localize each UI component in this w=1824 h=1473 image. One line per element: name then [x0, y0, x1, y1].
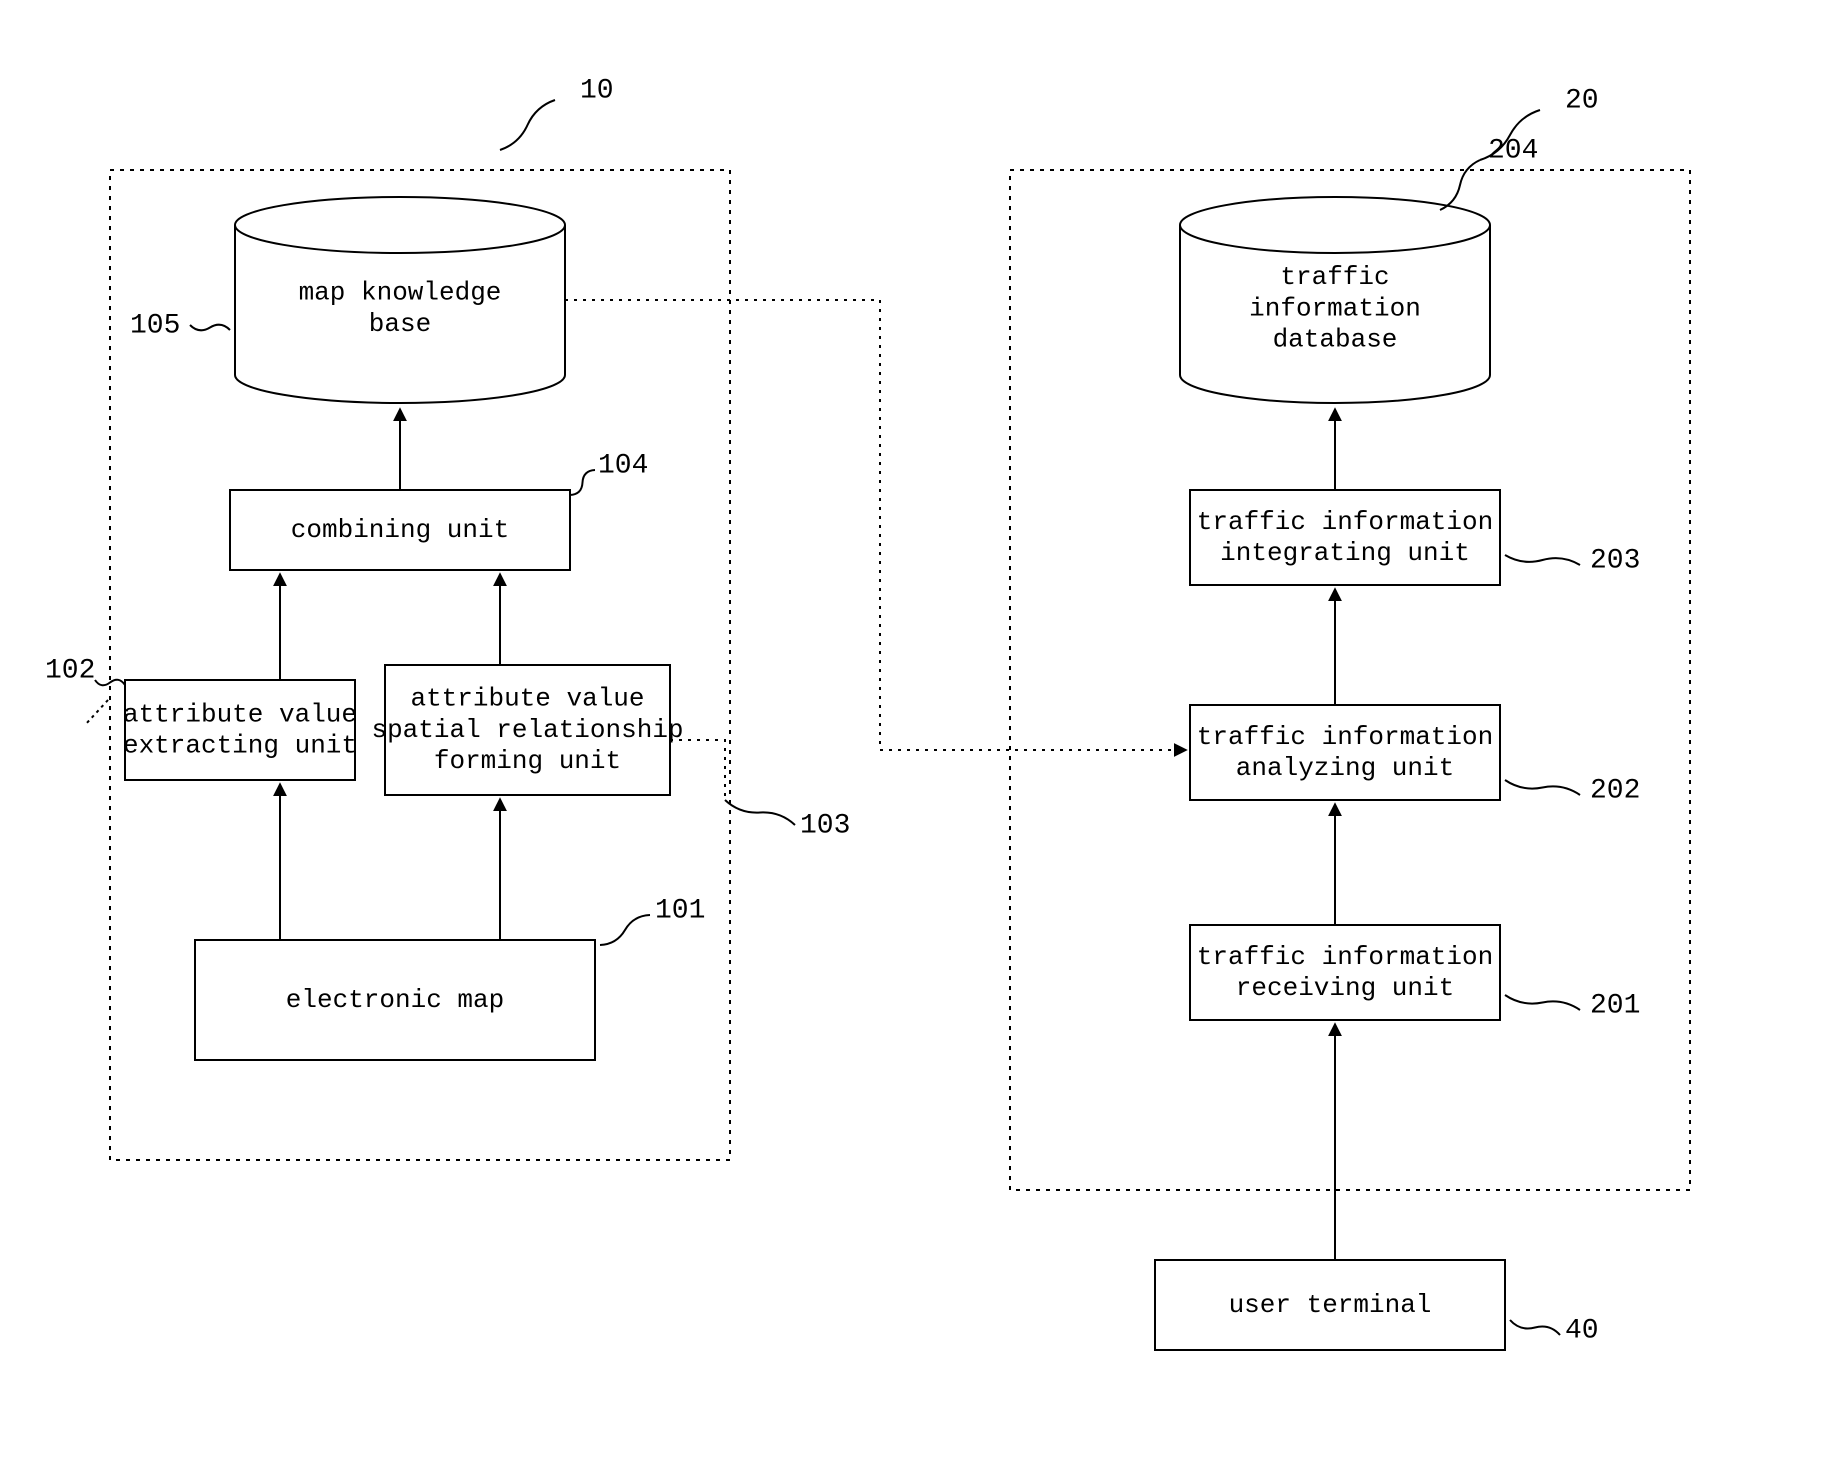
svg-text:203: 203 — [1590, 545, 1640, 576]
svg-text:traffic information: traffic information — [1197, 942, 1493, 972]
svg-text:105: 105 — [130, 310, 180, 341]
svg-text:database: database — [1273, 324, 1398, 354]
svg-text:base: base — [369, 309, 431, 339]
svg-text:extracting unit: extracting unit — [123, 730, 357, 760]
svg-text:receiving unit: receiving unit — [1236, 973, 1454, 1003]
svg-text:integrating unit: integrating unit — [1220, 538, 1470, 568]
svg-text:104: 104 — [598, 450, 648, 481]
svg-text:103: 103 — [800, 810, 850, 841]
svg-text:201: 201 — [1590, 990, 1640, 1021]
svg-text:electronic map: electronic map — [286, 985, 504, 1015]
svg-text:attribute value: attribute value — [410, 684, 644, 714]
svg-text:forming unit: forming unit — [434, 746, 621, 776]
svg-text:101: 101 — [655, 895, 705, 926]
svg-text:10: 10 — [580, 75, 614, 106]
svg-text:information: information — [1249, 293, 1421, 323]
svg-text:traffic information: traffic information — [1197, 507, 1493, 537]
svg-text:spatial relationship: spatial relationship — [371, 715, 683, 745]
svg-text:traffic information: traffic information — [1197, 722, 1493, 752]
svg-text:40: 40 — [1565, 1315, 1599, 1346]
svg-text:20: 20 — [1565, 85, 1599, 116]
svg-text:user terminal: user terminal — [1229, 1290, 1432, 1320]
svg-text:202: 202 — [1590, 775, 1640, 806]
svg-text:map knowledge: map knowledge — [299, 278, 502, 308]
svg-text:102: 102 — [45, 655, 95, 686]
svg-text:combining unit: combining unit — [291, 515, 509, 545]
svg-text:traffic: traffic — [1280, 262, 1389, 292]
svg-text:204: 204 — [1488, 135, 1538, 166]
svg-text:analyzing unit: analyzing unit — [1236, 753, 1454, 783]
svg-text:attribute value: attribute value — [123, 699, 357, 729]
